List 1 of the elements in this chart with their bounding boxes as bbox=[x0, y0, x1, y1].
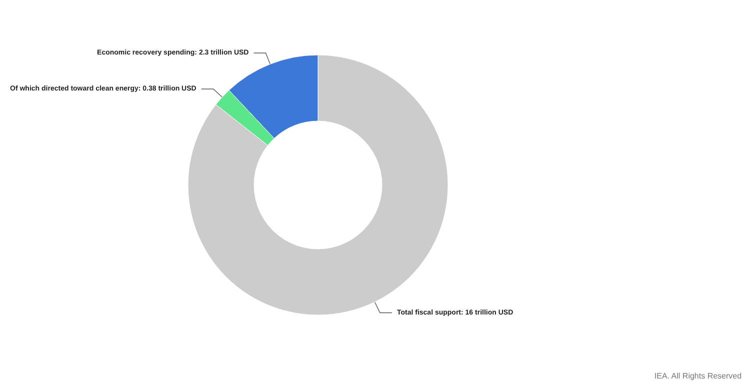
text: IEA. All Rights Reserved bbox=[654, 372, 742, 380]
